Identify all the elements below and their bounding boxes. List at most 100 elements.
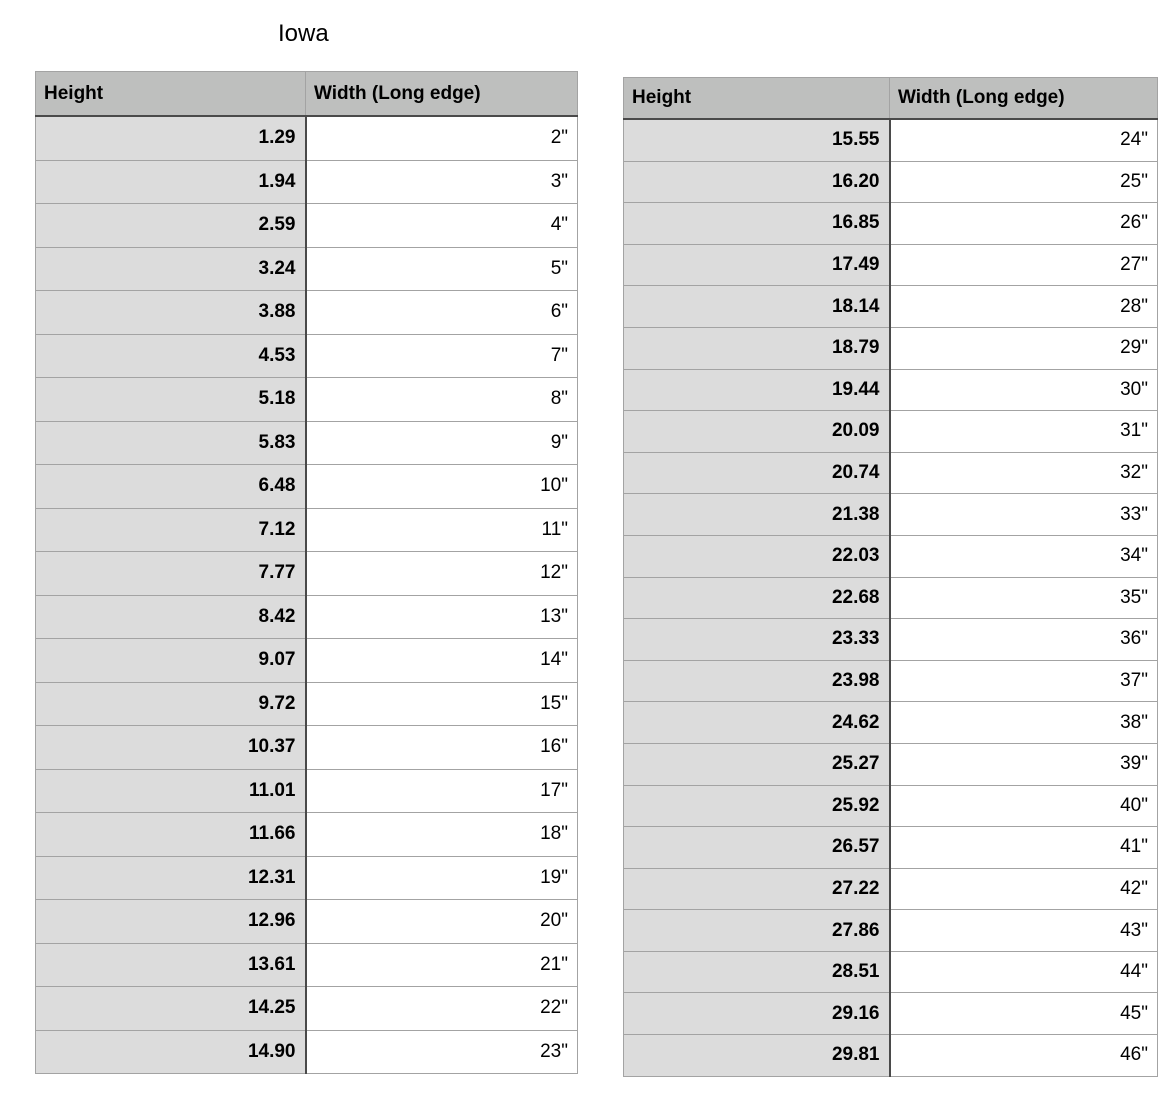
- page-title: Iowa: [278, 20, 329, 47]
- width-cell: 37": [889, 659, 1158, 703]
- table-row: 9.07 14": [35, 638, 578, 683]
- width-cell: 35": [889, 576, 1158, 620]
- width-cell: 19": [305, 855, 578, 900]
- table-row: 1.94 3": [35, 159, 578, 204]
- height-cell: 14.90: [35, 1029, 307, 1074]
- width-cell: 18": [305, 812, 578, 857]
- table-row: 29.16 45": [623, 992, 1158, 1036]
- table-row: 3.88 6": [35, 290, 578, 335]
- height-cell: 8.42: [35, 594, 307, 639]
- height-cell: 22.68: [623, 576, 891, 620]
- width-cell: 11": [305, 507, 578, 552]
- height-cell: 19.44: [623, 368, 891, 412]
- height-cell: 15.55: [623, 118, 891, 162]
- width-cell: 3": [305, 159, 578, 204]
- height-cell: 9.07: [35, 638, 307, 683]
- height-cell: 27.86: [623, 909, 891, 952]
- width-cell: 29": [889, 326, 1158, 370]
- height-cell: 21.38: [623, 493, 891, 536]
- header-row: Height Width (Long edge): [35, 71, 578, 117]
- width-cell: 45": [889, 992, 1158, 1036]
- table-row: 16.20 25": [623, 160, 1158, 204]
- table-row: 28.51 44": [623, 950, 1158, 994]
- height-cell: 22.03: [623, 534, 891, 578]
- table-row: 25.92 40": [623, 784, 1158, 828]
- width-cell: 13": [305, 594, 578, 639]
- height-cell: 1.29: [35, 115, 307, 161]
- width-cell: 6": [305, 290, 578, 335]
- height-cell: 11.66: [35, 812, 307, 857]
- height-cell: 23.33: [623, 618, 891, 661]
- table-row: 17.49 27": [623, 243, 1158, 287]
- height-cell: 16.85: [623, 202, 891, 245]
- height-cell: 18.14: [623, 285, 891, 328]
- height-cell: 13.61: [35, 942, 307, 987]
- height-cell: 10.37: [35, 725, 307, 770]
- width-cell: 44": [889, 950, 1158, 994]
- table-row: 4.53 7": [35, 333, 578, 378]
- height-column-header: Height: [35, 71, 306, 117]
- table-row: 10.37 16": [35, 725, 578, 770]
- height-cell: 2.59: [35, 203, 307, 248]
- height-cell: 27.22: [623, 867, 891, 911]
- width-cell: 16": [305, 725, 578, 770]
- width-cell: 17": [305, 768, 578, 813]
- height-cell: 9.72: [35, 681, 307, 726]
- table-row: 26.57 41": [623, 826, 1158, 869]
- width-cell: 4": [305, 203, 578, 248]
- table-row: 6.48 10": [35, 464, 578, 509]
- width-cell: 8": [305, 377, 578, 422]
- width-cell: 34": [889, 534, 1158, 578]
- table-row: 21.38 33": [623, 493, 1158, 536]
- width-cell: 20": [305, 899, 578, 944]
- height-cell: 7.12: [35, 507, 307, 552]
- table-row: 12.31 19": [35, 855, 578, 900]
- size-table-right: Height Width (Long edge) 15.55 24" 16.20 25…: [623, 77, 1158, 1077]
- height-cell: 25.92: [623, 784, 891, 828]
- table-row: 24.62 38": [623, 701, 1158, 744]
- height-cell: 5.18: [35, 377, 307, 422]
- table-row: 20.09 31": [623, 410, 1158, 453]
- width-cell: 9": [305, 420, 578, 465]
- height-cell: 14.25: [35, 986, 307, 1031]
- width-cell: 21": [305, 942, 578, 987]
- table-row: 18.14 28": [623, 285, 1158, 328]
- width-cell: 5": [305, 246, 578, 291]
- height-cell: 7.77: [35, 551, 307, 596]
- table-row: 14.25 22": [35, 986, 578, 1031]
- width-column-header: Width (Long edge): [889, 77, 1158, 120]
- table-row: 25.27 39": [623, 742, 1158, 786]
- width-cell: 39": [889, 742, 1158, 786]
- width-cell: 7": [305, 333, 578, 378]
- table-row: 1.29 2": [35, 115, 578, 161]
- width-cell: 43": [889, 909, 1158, 952]
- table-row: 8.42 13": [35, 594, 578, 639]
- table-row: 14.90 23": [35, 1029, 578, 1074]
- height-cell: 12.31: [35, 855, 307, 900]
- table-row: 11.66 18": [35, 812, 578, 857]
- table-row: 15.55 24": [623, 118, 1158, 162]
- height-cell: 12.96: [35, 899, 307, 944]
- table-row: 19.44 30": [623, 368, 1158, 412]
- height-cell: 20.09: [623, 410, 891, 453]
- height-cell: 4.53: [35, 333, 307, 378]
- width-cell: 12": [305, 551, 578, 596]
- width-cell: 23": [305, 1029, 578, 1074]
- width-cell: 32": [889, 451, 1158, 495]
- width-cell: 27": [889, 243, 1158, 287]
- height-column-header: Height: [623, 77, 890, 120]
- width-cell: 22": [305, 986, 578, 1031]
- height-cell: 11.01: [35, 768, 307, 813]
- width-cell: 33": [889, 493, 1158, 536]
- height-cell: 24.62: [623, 701, 891, 744]
- width-cell: 26": [889, 202, 1158, 245]
- width-cell: 31": [889, 410, 1158, 453]
- height-cell: 5.83: [35, 420, 307, 465]
- height-cell: 6.48: [35, 464, 307, 509]
- width-cell: 14": [305, 638, 578, 683]
- table-row: 27.86 43": [623, 909, 1158, 952]
- width-cell: 46": [889, 1034, 1158, 1077]
- width-cell: 42": [889, 867, 1158, 911]
- width-cell: 36": [889, 618, 1158, 661]
- height-cell: 3.24: [35, 246, 307, 291]
